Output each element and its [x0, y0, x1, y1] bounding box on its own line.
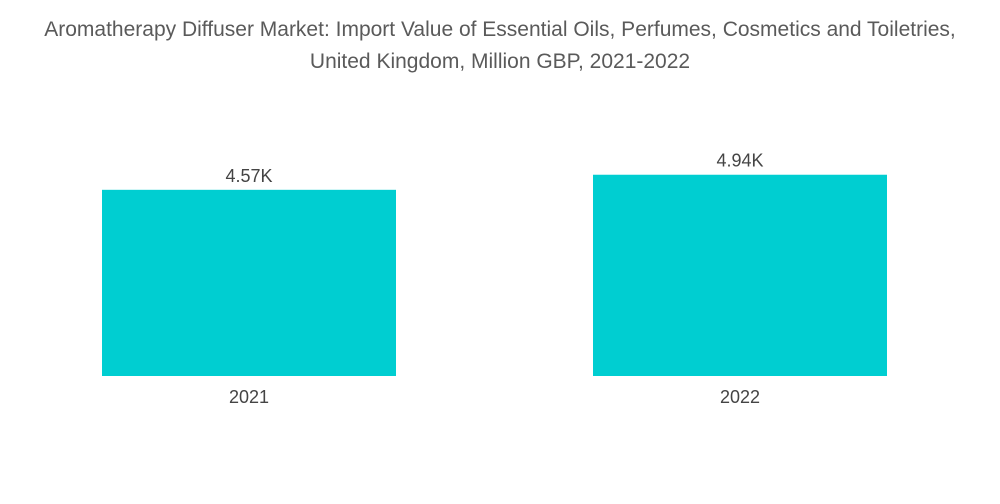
data-label-2021: 4.57K: [225, 166, 272, 186]
chart-title: Aromatherapy Diffuser Market: Import Val…: [44, 18, 956, 73]
data-label-2022: 4.94K: [716, 151, 763, 171]
bar-2021: [102, 189, 396, 376]
bar-2022: [593, 174, 887, 376]
x-tick-2021: 2021: [229, 387, 269, 407]
bars-group: 4.57K 2021 4.94K 2022: [102, 151, 887, 407]
x-tick-2022: 2022: [720, 387, 760, 407]
